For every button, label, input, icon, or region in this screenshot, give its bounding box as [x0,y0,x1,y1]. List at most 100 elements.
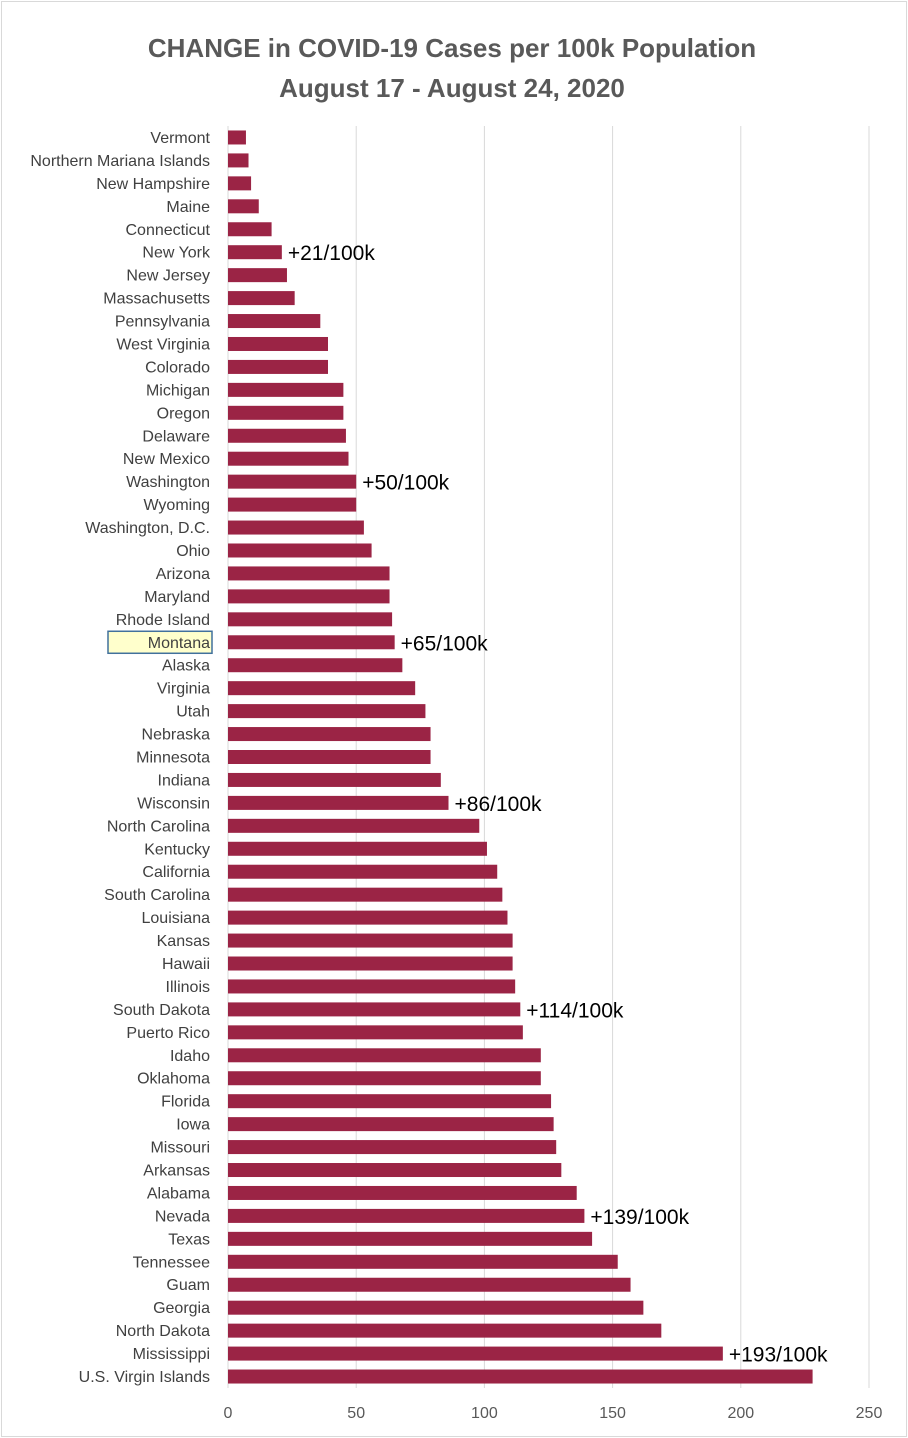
bar [228,956,513,971]
category-label: Vermont [150,130,210,147]
chart-title-line1: CHANGE in COVID-19 Cases per 100k Popula… [147,33,757,63]
category-label: Tennessee [133,1254,210,1271]
bar [228,153,249,168]
bar [228,520,364,535]
bar [228,841,487,856]
value-annotation: +139/100k [590,1206,689,1229]
value-annotation: +114/100k [526,999,624,1022]
x-tick-label: 100 [471,1405,498,1422]
category-label: Georgia [153,1300,210,1317]
value-annotation: +21/100k [288,242,375,265]
category-label: Wyoming [143,497,210,514]
category-label: Arkansas [143,1163,210,1180]
value-annotation: +50/100k [362,472,449,495]
highlight-box [107,630,213,655]
category-label: Maine [166,199,210,216]
category-label: Nevada [155,1208,210,1225]
x-tick-label: 0 [224,1405,233,1422]
bar [228,1071,541,1086]
bar [228,176,252,191]
bar [228,314,321,329]
bar [228,1185,577,1200]
bar [228,864,498,879]
bar [228,336,328,351]
bar [228,704,426,719]
category-label: Alabama [147,1185,210,1202]
category-label: Indiana [158,772,211,789]
bar [228,1231,593,1246]
bar [228,382,344,397]
bar [228,359,328,374]
bar [228,1163,562,1178]
category-label: New York [142,245,211,262]
bar [228,979,516,994]
chart-title: CHANGE in COVID-19 Cases per 100k Popula… [0,28,904,108]
category-label: Kentucky [144,841,210,858]
bar [228,1048,541,1063]
category-label: Wisconsin [137,795,210,812]
bar [228,543,372,558]
category-label: South Carolina [104,887,210,904]
category-label: Kansas [157,933,210,950]
category-label: North Carolina [107,818,210,835]
category-label: Pennsylvania [115,314,210,331]
bar [228,199,259,214]
bar [228,933,513,948]
bar [228,589,390,604]
category-label: Northern Mariana Islands [30,153,210,170]
bar [228,566,390,581]
category-label: Delaware [142,428,210,445]
bar [228,658,403,673]
bar [228,474,357,489]
category-label: Utah [176,704,210,721]
chart-title-line2: August 17 - August 24, 2020 [279,73,625,103]
bar [228,612,393,627]
x-tick-label: 250 [856,1405,883,1422]
bar [228,772,441,787]
category-label: Arizona [156,566,210,583]
category-label: Rhode Island [116,612,210,629]
bar [228,1369,813,1384]
category-label: Colorado [145,359,210,376]
bar [228,1002,521,1017]
value-annotation: +86/100k [455,793,542,816]
category-label: Mississippi [133,1346,210,1363]
category-label: Connecticut [126,222,211,239]
bar [228,887,503,902]
category-label: Hawaii [162,956,210,973]
bar [228,451,349,466]
category-label: Nebraska [142,727,211,744]
bar [228,1025,523,1040]
category-label: Washington [126,474,210,491]
category-label: Maryland [144,589,210,606]
bar [228,1094,552,1109]
category-label: Oklahoma [137,1071,210,1088]
bar [228,245,282,260]
bar [228,497,357,512]
category-label: North Dakota [116,1323,210,1340]
x-tick-label: 200 [727,1405,754,1422]
category-label: Michigan [146,382,210,399]
bar [228,1140,557,1155]
bar [228,1300,644,1315]
category-label: West Virginia [116,336,210,353]
bar [228,1277,631,1292]
value-annotation: +193/100k [729,1344,828,1367]
bar [228,681,416,696]
bar [228,222,272,237]
bar [228,1323,662,1338]
category-label: Iowa [176,1117,210,1134]
category-label: Minnesota [136,750,210,767]
category-label: Puerto Rico [126,1025,210,1042]
category-label: Florida [161,1094,210,1111]
bar [228,727,431,742]
category-label: Illinois [166,979,210,996]
category-label: Massachusetts [103,291,210,308]
bar [228,1117,554,1132]
category-label: New Mexico [123,451,210,468]
category-label: California [142,864,210,881]
x-tick-label: 50 [347,1405,365,1422]
bar [228,130,246,145]
bar [228,910,508,925]
